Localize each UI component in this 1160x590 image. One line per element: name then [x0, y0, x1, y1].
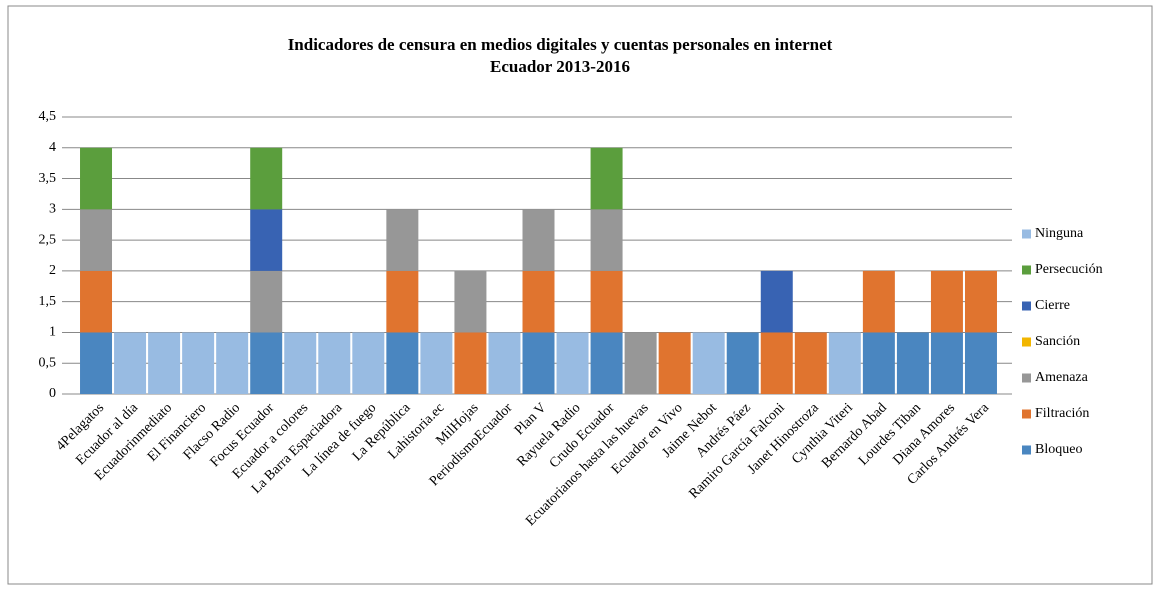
legend-swatch [1022, 445, 1031, 455]
bar-segment [658, 332, 691, 394]
y-tick-label: 0,5 [39, 355, 57, 370]
bar-segment [284, 332, 317, 394]
legend-label: Filtración [1035, 406, 1089, 421]
bar-segment [386, 332, 419, 394]
chart-subtitle: Ecuador 2013-2016 [490, 57, 630, 76]
bar-segment [114, 332, 147, 394]
legend-swatch [1022, 337, 1031, 347]
bar-segment [760, 270, 793, 333]
bar-segment [420, 332, 453, 394]
bar-segment [726, 332, 759, 394]
legend-label: Persecución [1035, 262, 1103, 277]
legend-swatch [1022, 265, 1031, 275]
y-tick-label: 4 [49, 140, 56, 155]
bar-segment [216, 332, 249, 394]
bar-segment [862, 270, 895, 333]
chart-title: Indicadores de censura en medios digital… [288, 35, 833, 54]
bar-segment [352, 332, 385, 394]
bar-segment [964, 270, 997, 333]
legend-swatch [1022, 409, 1031, 419]
bar-segment [590, 147, 623, 210]
legend-swatch [1022, 301, 1031, 311]
bar-segment [250, 270, 283, 333]
legend-label: Sanción [1035, 334, 1080, 349]
bar-segment [80, 209, 113, 271]
bar-segment [454, 332, 487, 394]
bar-segment [80, 270, 113, 333]
bar-segment [828, 332, 861, 394]
bar-segment [250, 209, 283, 271]
bar-segment [590, 270, 623, 333]
bar-segment [250, 147, 283, 210]
bar-segment [794, 332, 827, 394]
bar-segment [522, 270, 555, 333]
y-tick-label: 2 [49, 263, 56, 278]
bar-segment [80, 332, 113, 394]
bar-segment [80, 147, 113, 210]
y-tick-label: 2,5 [39, 232, 57, 247]
y-tick-label: 3,5 [39, 171, 57, 186]
legend-label: Cierre [1035, 298, 1070, 313]
bar-segment [896, 332, 929, 394]
bar-segment [556, 332, 589, 394]
bar-segment [930, 332, 963, 394]
bar-segment [692, 332, 725, 394]
y-tick-label: 1,5 [39, 294, 57, 309]
legend-swatch [1022, 229, 1031, 239]
bar-segment [760, 332, 793, 394]
bar-segment [318, 332, 351, 394]
bar-segment [454, 270, 487, 333]
bar-segment [488, 332, 521, 394]
y-tick-label: 4,5 [39, 109, 57, 124]
legend-label: Bloqueo [1035, 442, 1082, 457]
y-tick-label: 0 [49, 386, 56, 401]
bar-segment [250, 332, 283, 394]
legend-label: Amenaza [1035, 370, 1089, 385]
bar-segment [148, 332, 181, 394]
y-tick-label: 1 [49, 325, 56, 340]
bar-segment [590, 332, 623, 394]
bar-segment [590, 209, 623, 271]
y-tick-label: 3 [49, 202, 56, 217]
bar-segment [930, 270, 963, 333]
bar-segment [522, 332, 555, 394]
bar-segment [386, 209, 419, 271]
bar-segment [386, 270, 419, 333]
bar-segment [964, 332, 997, 394]
bar-segment [624, 332, 657, 394]
bar-segment [182, 332, 215, 394]
bar-segment [522, 209, 555, 271]
legend-swatch [1022, 373, 1031, 383]
legend-label: Ninguna [1035, 226, 1084, 241]
bar-segment [862, 332, 895, 394]
